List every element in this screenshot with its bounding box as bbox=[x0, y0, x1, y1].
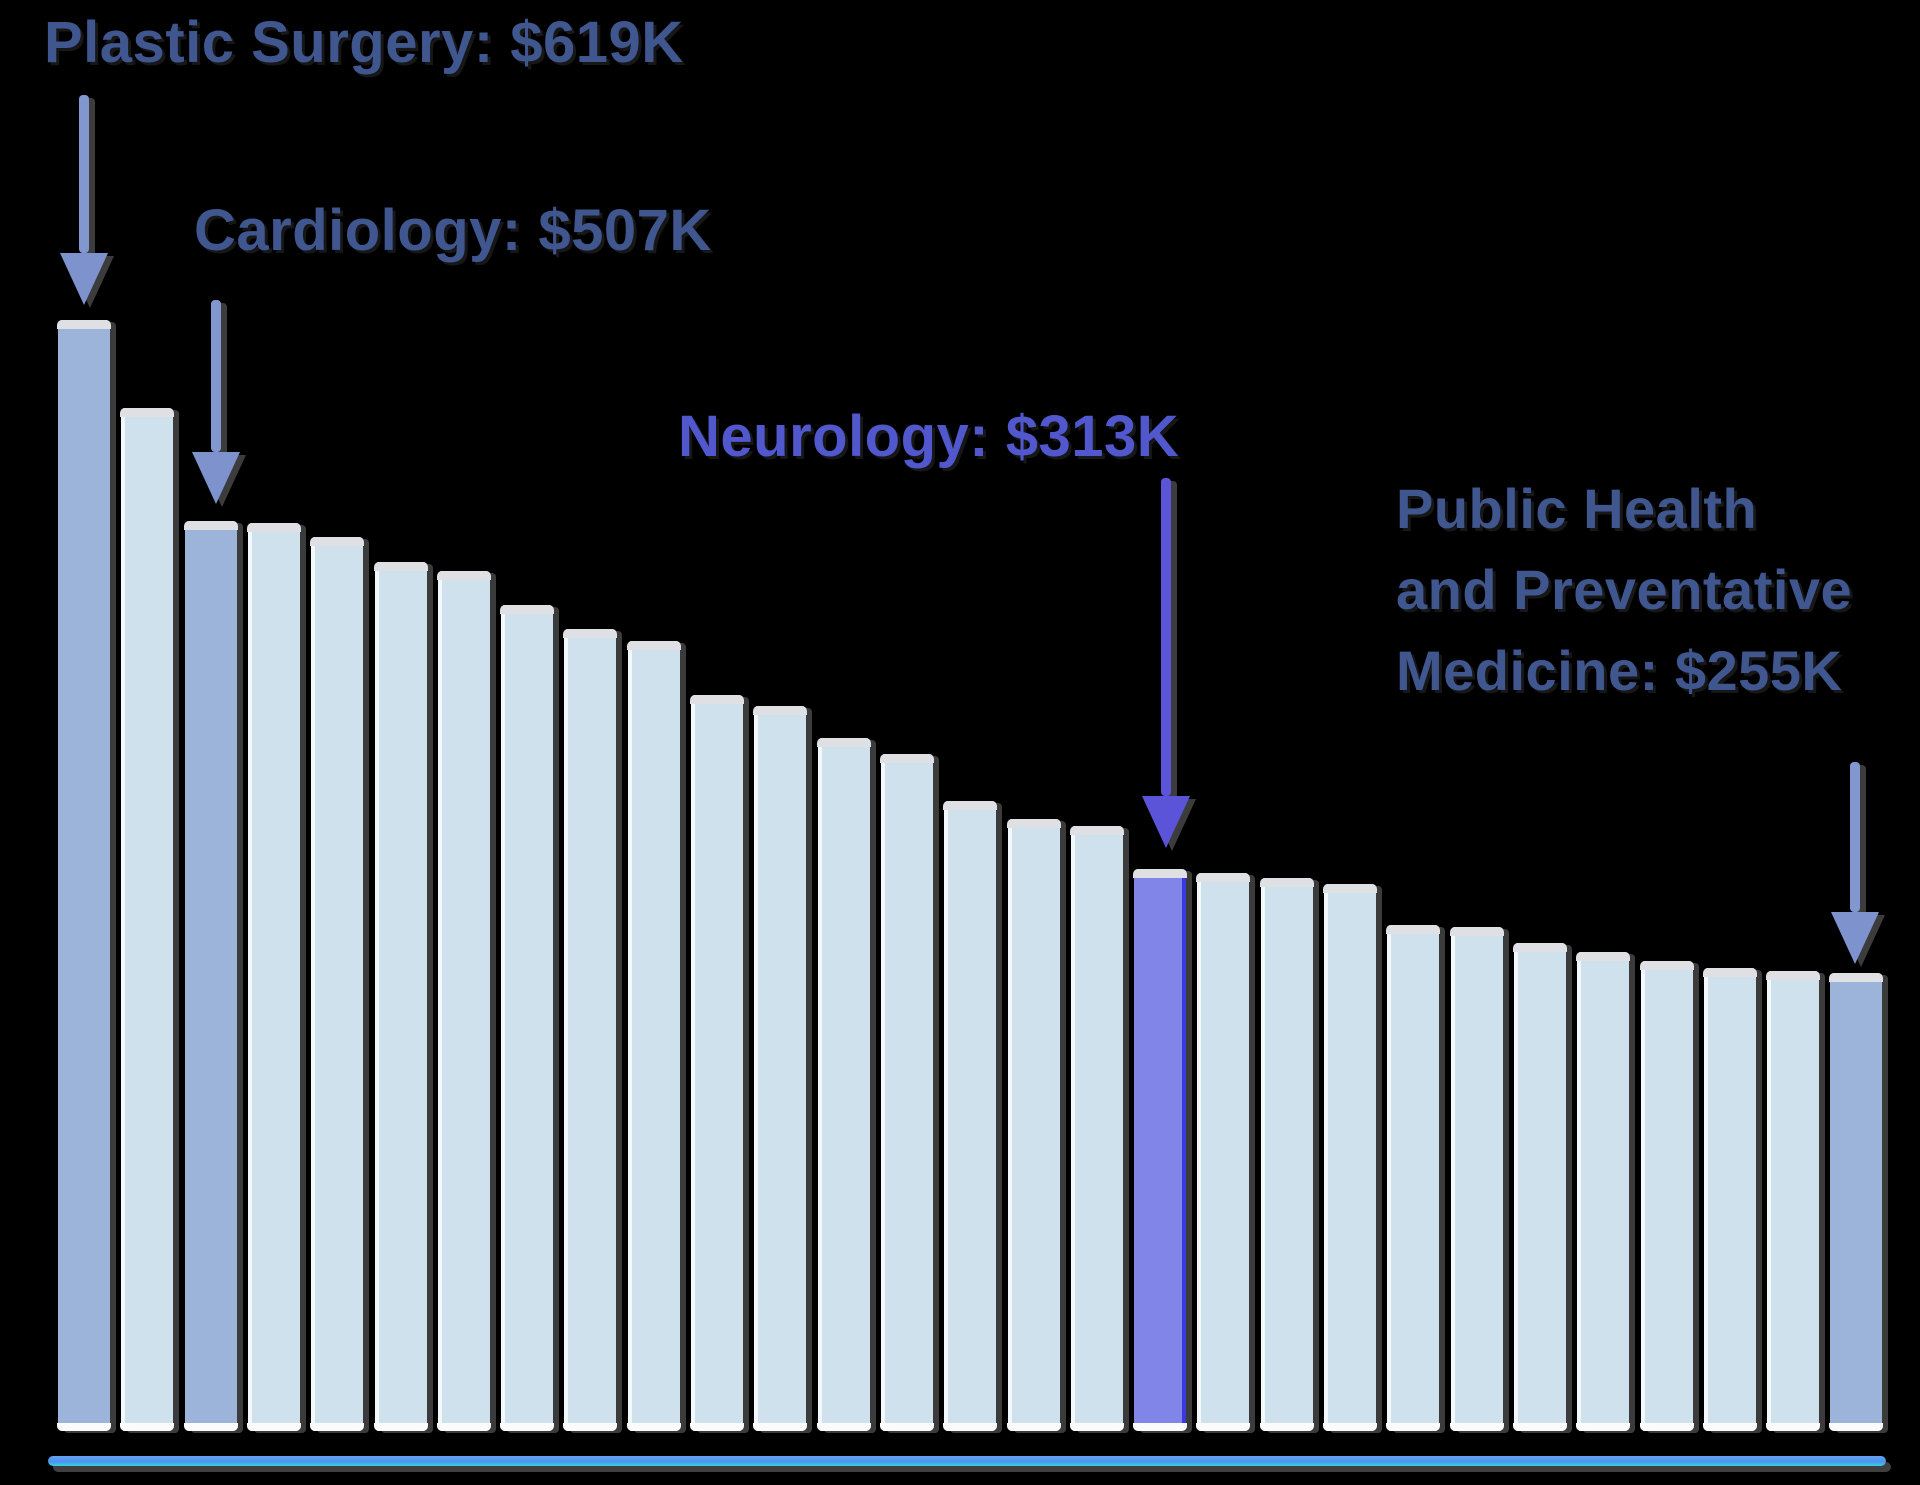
bar-5 bbox=[310, 537, 364, 1431]
annotation-neurology: Neurology: $313K bbox=[678, 404, 1180, 469]
bar-13 bbox=[817, 738, 871, 1431]
bar-15 bbox=[943, 801, 997, 1431]
arrow-head bbox=[1142, 796, 1190, 848]
arrow-shaft bbox=[211, 300, 221, 452]
bar-17 bbox=[1070, 826, 1124, 1431]
annotation-public-health: Public Health and Preventative Medicine:… bbox=[1396, 468, 1916, 711]
arrow-shaft bbox=[1161, 478, 1171, 796]
bar-10 bbox=[627, 641, 681, 1431]
bar-4 bbox=[247, 523, 301, 1431]
bar-11 bbox=[690, 695, 744, 1431]
bar-3 bbox=[184, 521, 238, 1431]
public-health-arrow-down-icon bbox=[1831, 762, 1879, 964]
bar-26 bbox=[1640, 961, 1694, 1431]
bar-19 bbox=[1196, 873, 1250, 1431]
bar-14 bbox=[880, 754, 934, 1431]
annotation-public-health-line2: and Preventative bbox=[1396, 558, 1853, 621]
annotation-cardiology: Cardiology: $507K bbox=[194, 198, 712, 263]
bar-9 bbox=[563, 629, 617, 1431]
cardiology-arrow-down-icon bbox=[192, 300, 240, 504]
bar-21 bbox=[1323, 884, 1377, 1431]
chart-baseline bbox=[48, 1456, 1886, 1466]
annotation-public-health-line3: Medicine: $255K bbox=[1396, 639, 1843, 702]
bar-16 bbox=[1007, 819, 1061, 1431]
neurology-arrow-down-icon bbox=[1142, 478, 1190, 848]
bar-25 bbox=[1576, 952, 1630, 1431]
annotation-plastic-surgery: Plastic Surgery: $619K bbox=[44, 10, 684, 75]
plastic-surgery-arrow-down-icon bbox=[60, 95, 108, 305]
bar-8 bbox=[500, 605, 554, 1431]
bar-20 bbox=[1260, 878, 1314, 1431]
bar-1 bbox=[57, 320, 111, 1431]
arrow-shaft bbox=[1850, 762, 1860, 912]
arrow-head bbox=[60, 253, 108, 305]
bar-2 bbox=[120, 408, 174, 1431]
bar-27 bbox=[1703, 968, 1757, 1431]
arrow-head bbox=[192, 452, 240, 504]
annotation-public-health-line1: Public Health bbox=[1396, 477, 1758, 540]
bar-29 bbox=[1829, 973, 1883, 1431]
bar-24 bbox=[1513, 943, 1567, 1431]
bar-22 bbox=[1386, 925, 1440, 1431]
bar-23 bbox=[1450, 927, 1504, 1431]
bar-7 bbox=[437, 571, 491, 1431]
arrow-shaft bbox=[79, 95, 89, 253]
bar-28 bbox=[1766, 971, 1820, 1431]
bar-6 bbox=[374, 562, 428, 1431]
arrow-head bbox=[1831, 912, 1879, 964]
bar-18 bbox=[1133, 869, 1187, 1431]
bar-12 bbox=[753, 706, 807, 1431]
